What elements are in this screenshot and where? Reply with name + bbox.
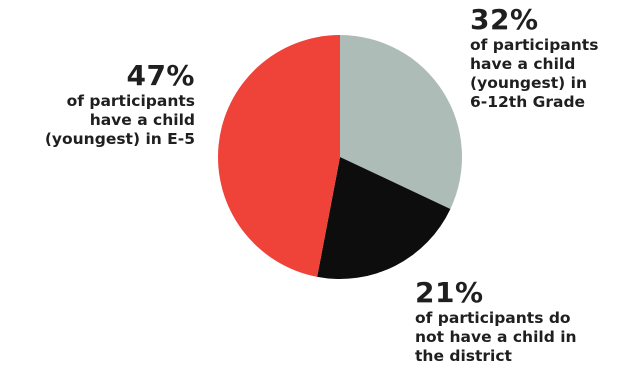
slice-no-child-in-district [317, 157, 451, 280]
desc-no-child-in-district: of participants do not have a child in t… [415, 309, 577, 365]
pct-no-child-in-district: 21% [415, 276, 484, 309]
slice-e-5 [217, 35, 340, 277]
slice-6-12th-grade [340, 35, 463, 209]
pct-6-12th-grade: 32% [470, 3, 539, 36]
desc-6-12th-grade: of participants have a child (youngest) … [470, 36, 599, 111]
callout-6-12th-grade: 32% of participants have a child (younge… [470, 4, 620, 112]
callout-e-5: 47% of participants have a child (younge… [5, 60, 195, 149]
pct-e-5: 47% [126, 59, 195, 92]
desc-e-5: of participants have a child (youngest) … [44, 92, 195, 148]
callout-no-child-in-district: 21% of participants do not have a child … [415, 277, 615, 366]
